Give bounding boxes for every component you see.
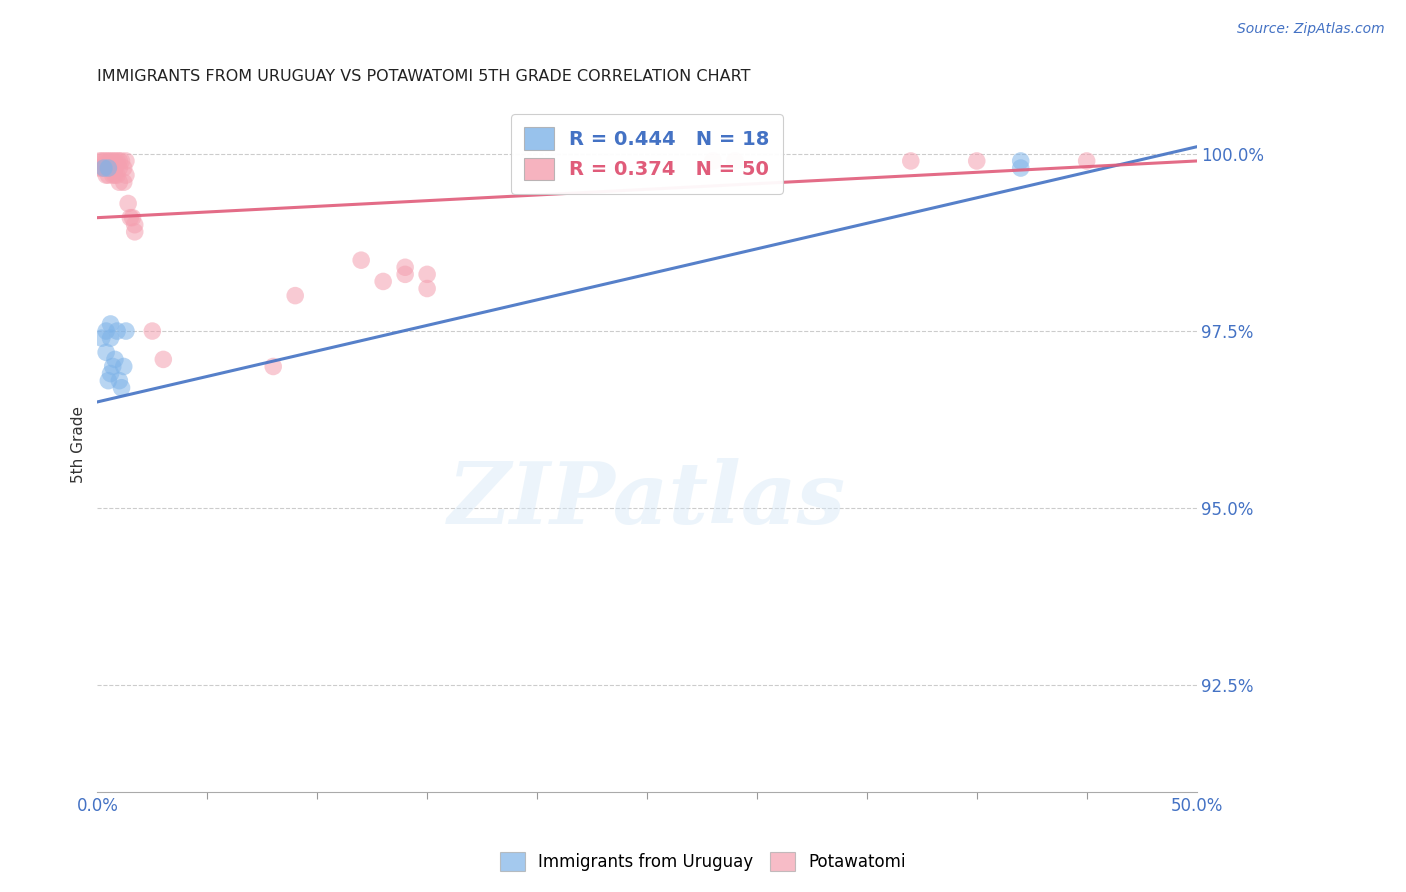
Point <box>108 161 131 175</box>
Point <box>89 153 111 168</box>
Point <box>120 211 142 225</box>
Point <box>97 168 120 182</box>
Point <box>394 268 416 282</box>
Point <box>101 153 124 168</box>
Point <box>1076 153 1098 168</box>
Point <box>262 359 284 374</box>
Legend: Immigrants from Uruguay, Potawatomi: Immigrants from Uruguay, Potawatomi <box>492 843 914 880</box>
Point <box>394 260 416 275</box>
Point <box>97 153 120 168</box>
Point <box>105 324 128 338</box>
Point <box>100 153 122 168</box>
Point <box>104 161 127 175</box>
Point <box>105 153 128 168</box>
Point <box>94 345 117 359</box>
Point <box>121 211 143 225</box>
Point <box>115 168 138 182</box>
Point <box>124 218 146 232</box>
Point <box>108 153 131 168</box>
Point <box>90 331 112 345</box>
Point <box>105 168 128 182</box>
Text: IMMIGRANTS FROM URUGUAY VS POTAWATOMI 5TH GRADE CORRELATION CHART: IMMIGRANTS FROM URUGUAY VS POTAWATOMI 5T… <box>97 69 751 84</box>
Point <box>100 367 122 381</box>
Point <box>94 153 117 168</box>
Point <box>416 268 439 282</box>
Point <box>110 381 132 395</box>
Point <box>89 161 111 175</box>
Point <box>97 374 120 388</box>
Point <box>900 153 922 168</box>
Text: ZIPatlas: ZIPatlas <box>449 458 846 541</box>
Point <box>104 168 127 182</box>
Point <box>702 153 724 168</box>
Point <box>97 161 120 175</box>
Point <box>104 352 127 367</box>
Point <box>93 161 115 175</box>
Point <box>94 324 117 338</box>
Point <box>101 161 124 175</box>
Point <box>112 161 135 175</box>
Point <box>966 153 988 168</box>
Point <box>90 153 112 168</box>
Point <box>141 324 163 338</box>
Point <box>112 175 135 189</box>
Point <box>416 281 439 295</box>
Point <box>117 196 139 211</box>
Point <box>90 161 112 175</box>
Point <box>1010 153 1032 168</box>
Point <box>100 161 122 175</box>
Point <box>152 352 174 367</box>
Point <box>100 331 122 345</box>
Point <box>115 324 138 338</box>
Point <box>94 161 117 175</box>
Legend: R = 0.444   N = 18, R = 0.374   N = 50: R = 0.444 N = 18, R = 0.374 N = 50 <box>510 114 783 194</box>
Point <box>1010 161 1032 175</box>
Point <box>94 168 117 182</box>
Point <box>350 253 373 268</box>
Point <box>101 359 124 374</box>
Point <box>104 153 127 168</box>
Point <box>93 153 115 168</box>
Point <box>101 168 124 182</box>
Point <box>284 288 307 302</box>
Point <box>93 161 115 175</box>
Point <box>100 317 122 331</box>
Text: Source: ZipAtlas.com: Source: ZipAtlas.com <box>1237 22 1385 37</box>
Y-axis label: 5th Grade: 5th Grade <box>72 406 86 483</box>
Point <box>97 161 120 175</box>
Point <box>115 153 138 168</box>
Point <box>124 225 146 239</box>
Point <box>108 374 131 388</box>
Point <box>724 153 747 168</box>
Point <box>110 153 132 168</box>
Point <box>373 275 395 289</box>
Point <box>112 359 135 374</box>
Point <box>108 175 131 189</box>
